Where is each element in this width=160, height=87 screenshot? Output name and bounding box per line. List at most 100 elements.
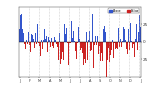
Bar <box>37 24 38 42</box>
Bar <box>87 42 88 66</box>
Bar <box>109 42 110 62</box>
Bar <box>81 42 82 48</box>
Bar <box>20 15 21 42</box>
Bar <box>54 37 55 42</box>
Bar <box>135 39 136 42</box>
Bar <box>121 42 122 47</box>
Bar <box>31 34 32 42</box>
Bar <box>33 39 34 42</box>
Bar <box>133 42 134 44</box>
Bar <box>118 28 119 42</box>
Bar <box>103 29 104 42</box>
Bar <box>56 42 57 44</box>
Bar <box>80 42 81 50</box>
Bar <box>93 42 94 68</box>
Bar <box>106 42 107 77</box>
Bar <box>102 42 103 61</box>
Bar <box>32 35 33 42</box>
Bar <box>47 42 48 52</box>
Bar <box>72 42 73 60</box>
Bar <box>38 42 39 43</box>
Bar <box>136 24 137 42</box>
Bar <box>49 40 50 42</box>
Bar <box>128 29 129 42</box>
Bar <box>88 40 89 42</box>
Bar <box>79 39 80 42</box>
Bar <box>84 42 85 60</box>
Bar <box>97 36 98 42</box>
Bar <box>130 23 131 42</box>
Bar <box>53 42 54 48</box>
Bar <box>125 40 126 42</box>
Bar <box>55 40 56 42</box>
Bar <box>94 42 95 45</box>
Bar <box>58 42 59 60</box>
Bar <box>74 41 75 42</box>
Bar <box>122 41 123 42</box>
Bar <box>100 42 101 61</box>
Bar <box>132 42 133 48</box>
Bar <box>120 39 121 42</box>
Bar <box>98 42 99 54</box>
Bar <box>101 42 102 53</box>
Bar <box>52 42 53 46</box>
Bar <box>126 42 127 49</box>
Bar <box>95 42 96 56</box>
Bar <box>96 42 97 45</box>
Bar <box>60 42 61 64</box>
Bar <box>137 42 138 50</box>
Bar <box>36 42 37 44</box>
Bar <box>24 42 25 44</box>
Bar <box>82 42 83 68</box>
Bar <box>51 38 52 42</box>
Bar <box>19 29 20 42</box>
Bar <box>78 27 79 42</box>
Bar <box>139 15 140 42</box>
Bar <box>40 42 41 56</box>
Bar <box>127 42 128 54</box>
Bar <box>99 42 100 46</box>
Bar <box>113 42 114 58</box>
Bar <box>107 42 108 60</box>
Bar <box>25 42 26 49</box>
Bar <box>85 42 86 63</box>
Bar <box>35 33 36 42</box>
Bar <box>108 42 109 48</box>
Bar <box>117 42 118 49</box>
Bar <box>63 42 64 60</box>
Bar <box>89 31 90 42</box>
Bar <box>73 31 74 42</box>
Bar <box>105 32 106 42</box>
Bar <box>70 42 71 43</box>
Bar <box>140 27 141 42</box>
Bar <box>34 42 35 48</box>
Bar <box>64 42 65 57</box>
Bar <box>124 29 125 42</box>
Bar <box>111 42 112 50</box>
Bar <box>30 42 31 52</box>
Bar <box>50 42 51 47</box>
Bar <box>71 21 72 42</box>
Bar <box>46 36 47 42</box>
Bar <box>43 40 44 42</box>
Bar <box>42 42 43 49</box>
Bar <box>129 42 130 50</box>
Bar <box>138 32 139 42</box>
Bar <box>86 32 87 42</box>
Bar <box>77 36 78 42</box>
Bar <box>116 42 117 48</box>
Bar <box>23 33 24 42</box>
Bar <box>21 14 22 42</box>
Bar <box>57 42 58 47</box>
Bar <box>83 42 84 44</box>
Bar <box>123 27 124 42</box>
Bar <box>22 29 23 42</box>
Bar <box>134 42 135 57</box>
Bar <box>131 41 132 42</box>
Bar <box>45 39 46 42</box>
Bar <box>119 42 120 47</box>
Bar <box>67 42 68 43</box>
Bar <box>112 39 113 42</box>
Bar <box>114 42 115 43</box>
Bar <box>39 42 40 46</box>
